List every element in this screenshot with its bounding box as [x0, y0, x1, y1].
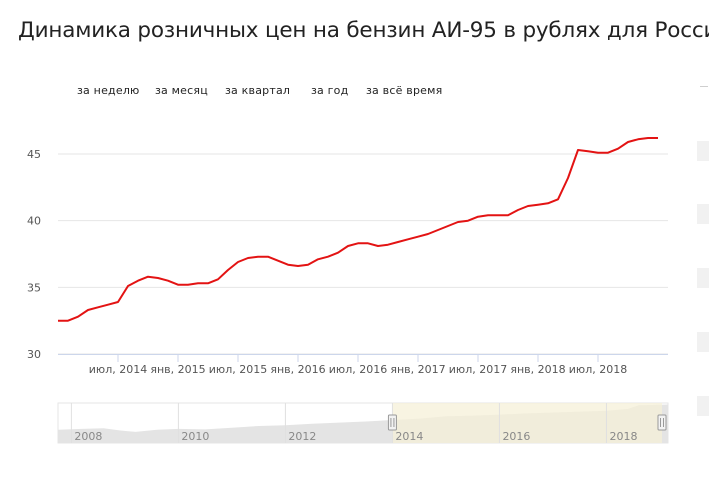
chart-title: Динамика розничных цен на бензин АИ-95 в…: [18, 18, 709, 43]
x-tick-label: июл, 2015: [209, 363, 267, 376]
range-quarter-button[interactable]: за квартал: [225, 84, 291, 97]
range-year-button[interactable]: за год: [311, 84, 349, 97]
range-navigator[interactable]: 2008 2010 2012 2014 2016 2018: [57, 402, 669, 444]
range-week-button[interactable]: за неделю: [77, 84, 140, 97]
side-panel-tab[interactable]: [697, 141, 709, 161]
range-selector: за неделю за месяц за квартал за год за …: [0, 84, 460, 98]
x-tick-label: июл, 2017: [449, 363, 507, 376]
navigator-selected-range[interactable]: [392, 403, 662, 443]
navigator-year-label: 2014: [395, 430, 423, 443]
navigator-handle[interactable]: [657, 414, 667, 431]
navigator-year-label: 2008: [74, 430, 102, 443]
x-tick-label: июл, 2016: [329, 363, 387, 376]
x-axis: июл, 2014 янв, 2015 июл, 2015 янв, 2016 июл,…: [58, 354, 668, 376]
y-tick-label: 30: [27, 348, 41, 361]
y-tick-label: 45: [27, 148, 41, 161]
navigator-year-label: 2018: [609, 430, 637, 443]
range-all-time-button[interactable]: за всё время: [366, 84, 443, 97]
x-tick-label: янв, 2015: [150, 363, 205, 376]
navigator-year-label: 2016: [502, 430, 530, 443]
x-tick-label: янв, 2016: [270, 363, 325, 376]
x-tick-label: янв, 2017: [390, 363, 445, 376]
side-panel-tab[interactable]: [697, 268, 709, 288]
y-tick-label: 40: [27, 215, 41, 228]
navigator-year-label: 2010: [181, 430, 209, 443]
y-axis-ticks: 30 35 40 45: [27, 148, 41, 361]
side-panel-tab[interactable]: [697, 332, 709, 352]
x-tick-label: июл, 2014: [89, 363, 147, 376]
x-tick-label: июл, 2018: [569, 363, 627, 376]
side-panel-tab[interactable]: [697, 204, 709, 224]
y-tick-label: 35: [27, 281, 41, 294]
grid-lines: [58, 153, 668, 355]
x-tick-label: янв, 2018: [510, 363, 565, 376]
navigator-year-label: 2012: [288, 430, 316, 443]
side-panel-tab[interactable]: [697, 396, 709, 416]
series-layer: [58, 137, 658, 322]
side-panel-dash: [700, 86, 708, 87]
series-line: [58, 137, 658, 322]
navigator-handle[interactable]: [387, 414, 397, 431]
range-month-button[interactable]: за месяц: [155, 84, 208, 97]
